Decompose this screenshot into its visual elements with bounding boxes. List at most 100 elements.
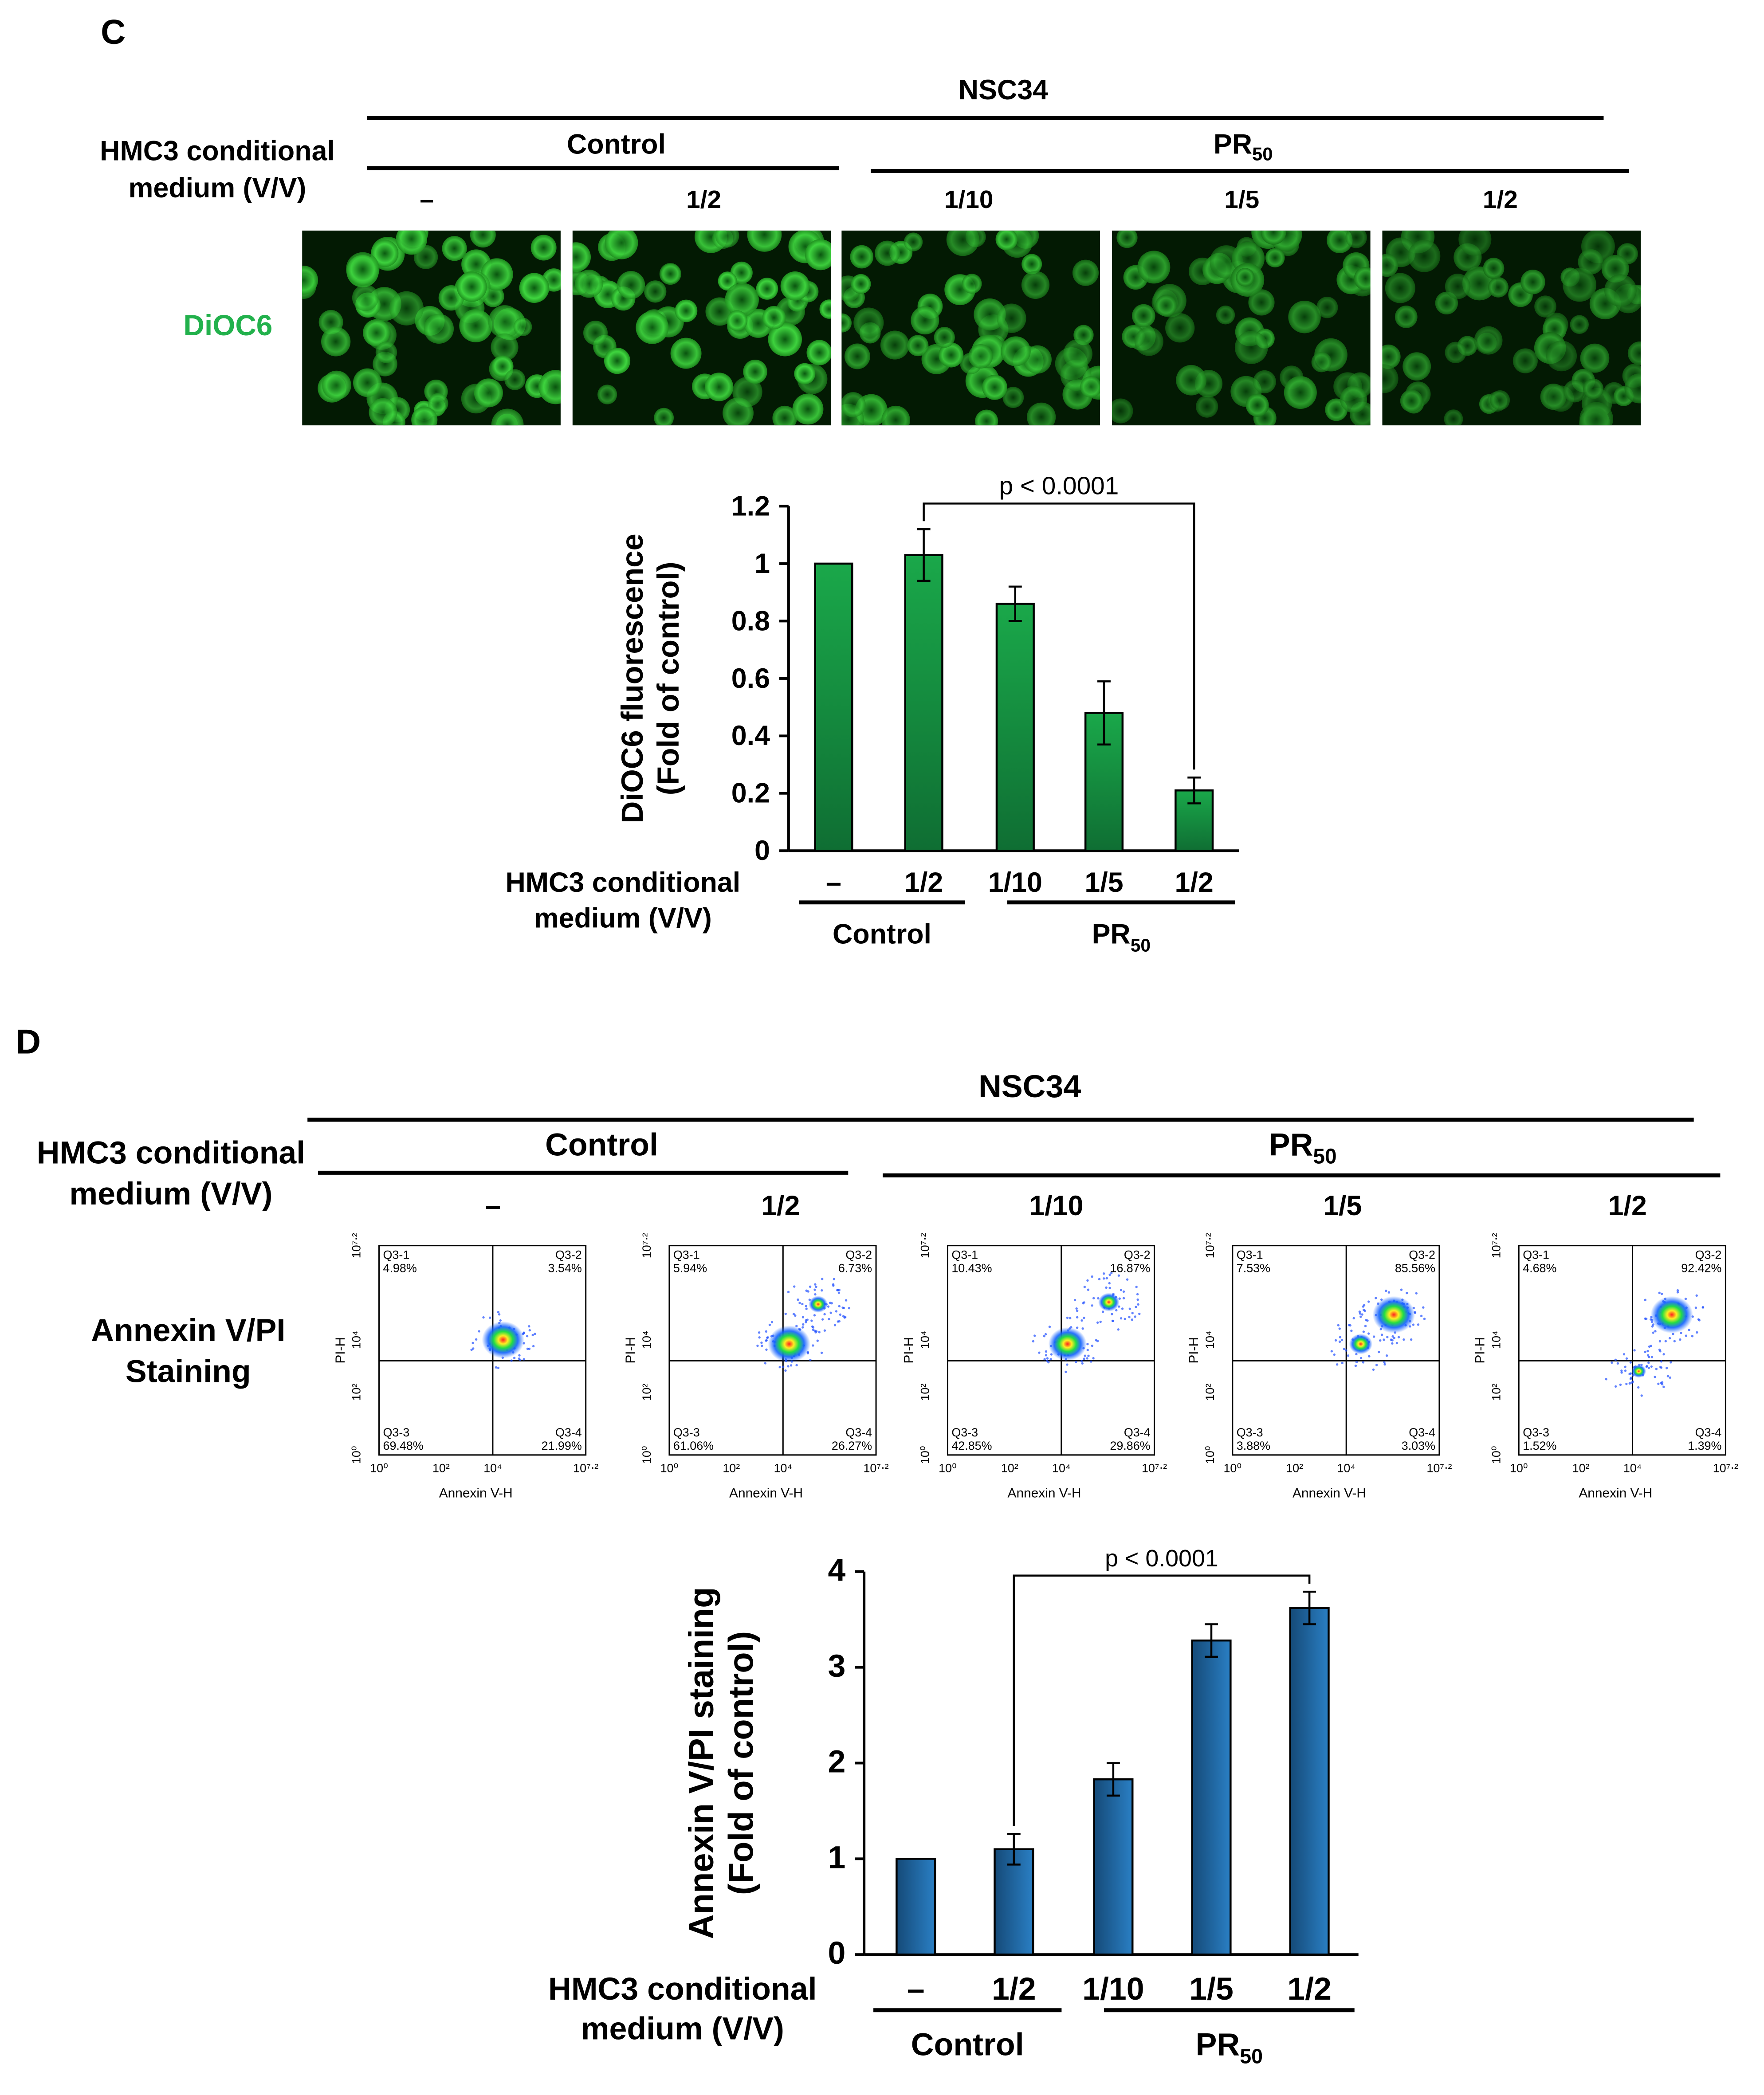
event-dot [531, 1334, 534, 1337]
quadrant-4-name: Q3-4 [1695, 1426, 1722, 1439]
event-dot [1367, 1332, 1370, 1335]
cell [975, 409, 998, 426]
event-dot [1083, 1286, 1086, 1288]
cell [617, 271, 645, 299]
cell [1408, 239, 1441, 272]
event-dot [1364, 1325, 1367, 1327]
bar [1175, 789, 1214, 852]
event-dot [1403, 1338, 1405, 1341]
flow-y-label: PI-H [623, 1337, 638, 1364]
y-tick-label: 10⁴ [919, 1330, 932, 1349]
y-tick-label: 10⁴ [640, 1330, 653, 1349]
panel-d-group-control: Control [545, 1127, 658, 1163]
event-dot [1076, 1316, 1079, 1319]
event-dot [475, 1338, 478, 1341]
quadrant-2-value: 3.54% [548, 1261, 582, 1275]
event-dot [1091, 1344, 1094, 1347]
cell [805, 239, 831, 271]
event-dot [770, 1321, 774, 1324]
event-dot [1695, 1294, 1698, 1297]
y-tick-label: 10⁴ [1489, 1330, 1503, 1349]
panel-c-condition-labels: – 1/2 1/10 1/5 1/2 [420, 186, 1518, 214]
category-label: 1/2 [992, 1971, 1036, 2007]
cell [1080, 376, 1100, 398]
cell [1546, 340, 1577, 372]
event-dot [1358, 1310, 1361, 1313]
event-dot [1669, 1376, 1671, 1379]
event-dot [526, 1347, 529, 1350]
micrograph-5 [1382, 230, 1641, 426]
pr-label-sub: 50 [1240, 2044, 1263, 2068]
cell [1490, 390, 1510, 410]
event-dot [1664, 1340, 1667, 1342]
cell [1311, 352, 1332, 373]
quadrant-2-name: Q3-2 [1124, 1248, 1151, 1262]
x-tick-label: 10⁰ [1223, 1462, 1241, 1475]
quadrant-4-value: 26.27% [832, 1439, 872, 1452]
y-tick-label: 0.6 [731, 663, 770, 694]
event-dot [1650, 1365, 1653, 1368]
flow-x-label: Annexin V-H [1008, 1486, 1081, 1500]
event-dot [1633, 1349, 1636, 1352]
event-dot [1122, 1290, 1125, 1293]
event-dot [821, 1289, 823, 1292]
cell [654, 408, 674, 426]
flow-cytometry-row: Q3-14.98%Q3-23.54%Q3-369.48%Q3-421.99%10… [333, 1233, 1738, 1500]
cell [1403, 352, 1431, 381]
cell [982, 375, 1007, 400]
density-cluster [1372, 1296, 1415, 1334]
y-tick-label: 0.8 [731, 605, 770, 636]
event-dot [1688, 1329, 1690, 1331]
density-cluster [1349, 1334, 1373, 1354]
control-label: Control [833, 918, 931, 949]
event-dot [1138, 1312, 1141, 1315]
x-tick-label: 10² [1001, 1462, 1018, 1475]
category-label: 1/5 [1084, 867, 1123, 898]
cell [768, 322, 802, 357]
event-dot [794, 1314, 797, 1317]
event-dot [807, 1290, 809, 1293]
medium-label-2: medium (V/V) [534, 903, 712, 934]
cell [934, 327, 955, 348]
x-tick-label: 10⁰ [939, 1462, 957, 1475]
pr-label-sub: 50 [1131, 935, 1151, 955]
panel-d-group-pr: PR50 [1269, 1127, 1337, 1169]
event-dot [1117, 1274, 1120, 1277]
event-dot [1135, 1286, 1138, 1288]
event-dot [837, 1291, 841, 1294]
event-dot [471, 1342, 474, 1345]
event-dot [1347, 1354, 1350, 1357]
event-dot [1095, 1339, 1098, 1342]
cell [907, 335, 929, 357]
cell [369, 398, 397, 426]
cell [1196, 395, 1218, 418]
bar [994, 1848, 1034, 1956]
event-dot [1362, 1361, 1365, 1364]
event-dot [1658, 1291, 1661, 1295]
event-dot [1333, 1353, 1336, 1356]
cell [806, 340, 831, 365]
cell [371, 239, 399, 267]
event-dot [809, 1358, 812, 1361]
event-dot [1341, 1361, 1344, 1365]
cell [1534, 295, 1556, 318]
cell [389, 291, 424, 326]
quadrant-1-name: Q3-1 [1237, 1248, 1263, 1262]
cell [1021, 254, 1042, 275]
cell [962, 274, 982, 294]
event-dot [1339, 1336, 1342, 1338]
event-dot [1359, 1357, 1363, 1360]
pr-label-base: PR [1196, 2027, 1240, 2062]
category-label: – [907, 1971, 925, 2007]
event-dot [1066, 1363, 1069, 1366]
event-dot [1084, 1354, 1086, 1357]
category-label: 1/5 [1189, 1971, 1234, 2007]
cell [604, 348, 631, 374]
event-dot [805, 1307, 808, 1310]
event-dot [814, 1283, 817, 1286]
density-cluster [809, 1296, 828, 1313]
panel-c-condition-label: 1/2 [1483, 186, 1518, 214]
event-dot [1087, 1354, 1090, 1357]
event-dot [1069, 1317, 1072, 1319]
micrograph-1 [302, 230, 561, 426]
